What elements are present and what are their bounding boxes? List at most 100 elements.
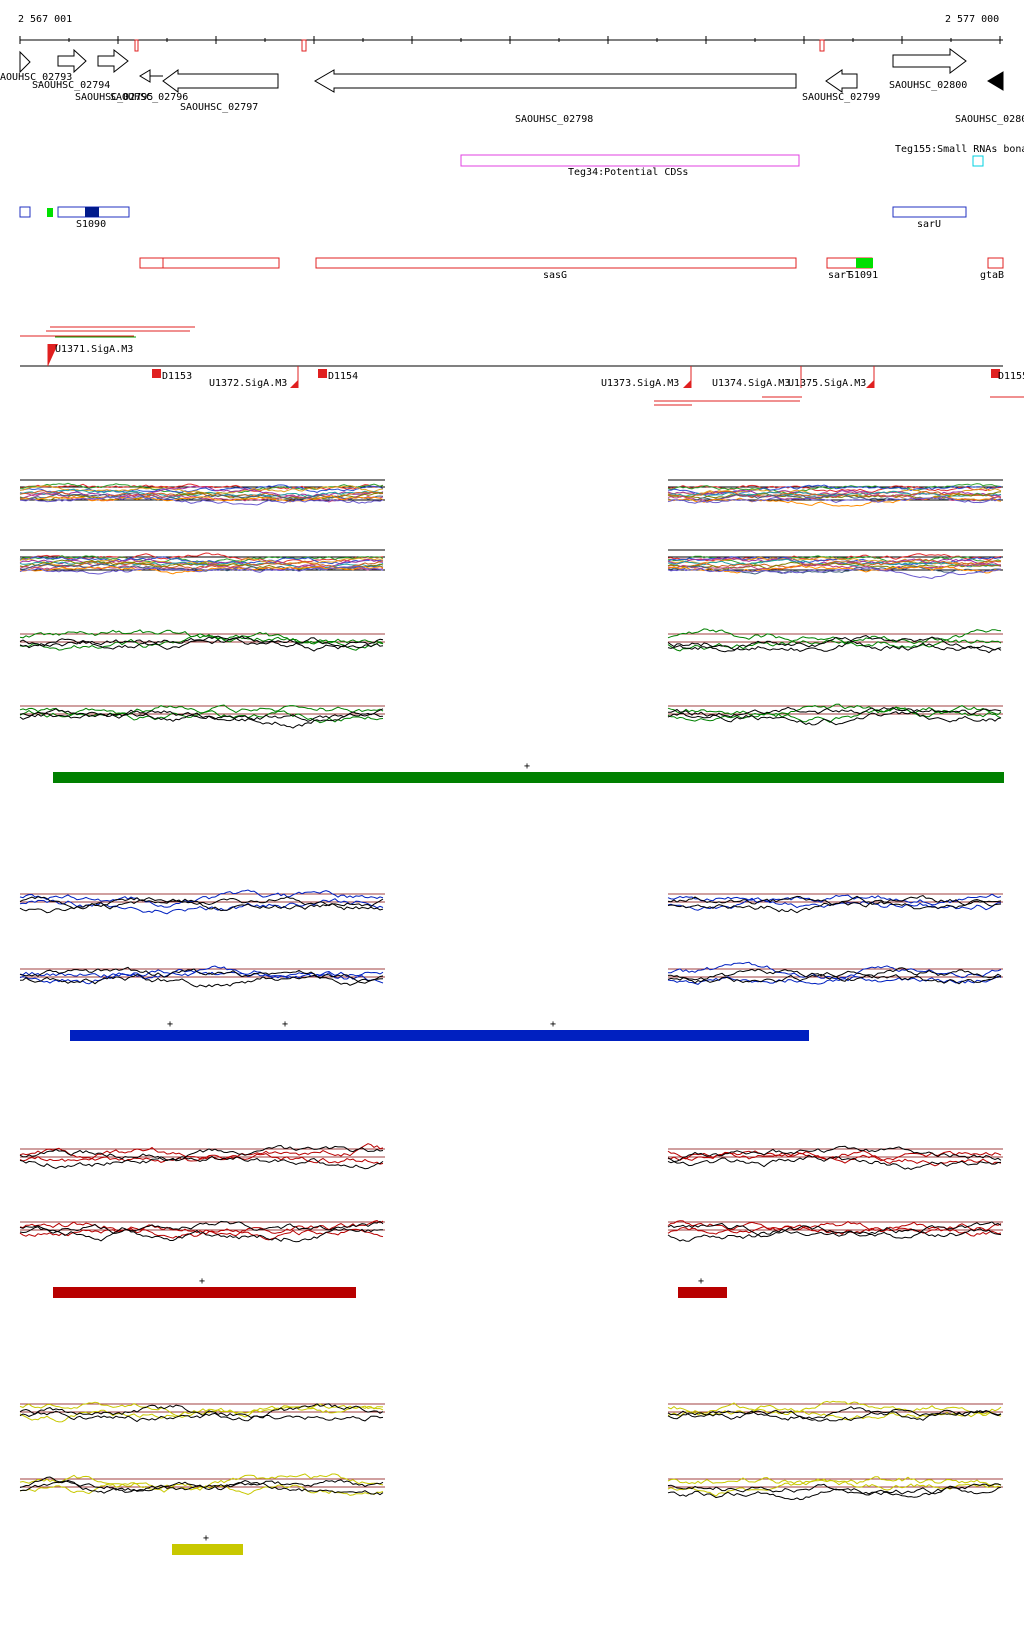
overview-trace [19, 495, 384, 506]
reference-trace [667, 711, 1002, 726]
d1154-label: D1154 [328, 371, 358, 382]
condition-trace [667, 1400, 1002, 1415]
overview-trace [19, 488, 384, 499]
gene-arrow-02798[interactable] [314, 69, 797, 93]
blue-condition-marker: + [282, 1019, 288, 1030]
gene-label: SAOUHSC_02795 [75, 92, 153, 103]
reference-trace [667, 970, 1002, 985]
d1155-label: D1155 [998, 371, 1024, 382]
condition-trace [19, 631, 384, 651]
blue-condition-bar[interactable] [70, 1030, 809, 1041]
segment-track: U1371.SigA.M3 D1153 D1154 D1155 U1372.Si… [20, 326, 1024, 406]
overview-trace [19, 485, 384, 498]
condition-trace [19, 1473, 384, 1491]
d1155-segment[interactable] [991, 369, 1000, 378]
green-feature-box[interactable] [47, 208, 53, 217]
reference-trace [19, 1410, 384, 1423]
expression-plots [19, 479, 1003, 1501]
reference-trace [667, 1145, 1002, 1163]
condition-trace [19, 898, 384, 915]
reference-trace [667, 640, 1002, 654]
reference-trace [667, 1406, 1002, 1421]
gene-arrow-02800[interactable] [892, 48, 967, 74]
reference-trace [19, 708, 384, 722]
condition-trace [19, 889, 384, 908]
yellow-condition-marker: + [203, 1533, 209, 1544]
gene-arrow-0280x[interactable] [987, 71, 1004, 91]
red-condition-bar-2[interactable] [678, 1287, 727, 1298]
d1154-segment[interactable] [318, 369, 327, 378]
reference-trace [667, 1409, 1002, 1422]
reference-trace [19, 896, 384, 910]
sasg-feature[interactable] [315, 257, 797, 269]
reference-trace [667, 1483, 1002, 1501]
overview-trace [19, 492, 384, 501]
gene-label: SAOUHSC_02800 [889, 80, 967, 91]
gene-arrow-02799[interactable] [825, 69, 858, 93]
condition-trace [19, 1219, 384, 1237]
red-condition-bar[interactable] [53, 1287, 356, 1298]
s1090-label: S1090 [76, 219, 106, 230]
overview-trace [19, 560, 384, 570]
reference-trace [667, 967, 1002, 982]
condition-trace [667, 1151, 1002, 1167]
saru-label: sarU [917, 219, 941, 230]
d1153-segment[interactable] [152, 369, 161, 378]
red-annotation-track [139, 257, 1004, 269]
overview-trace [667, 495, 1002, 507]
condition-trace [19, 629, 384, 645]
condition-trace [19, 1143, 384, 1161]
green-condition-bar[interactable] [53, 772, 1004, 783]
gene-labels: SAOUHSC_02793 SAOUHSC_02794 SAOUHSC_0279… [0, 72, 1024, 125]
s1090-core [85, 207, 99, 217]
gene-arrow-02796[interactable] [139, 69, 163, 83]
gene-arrow-02794[interactable] [57, 48, 87, 74]
reference-trace [19, 1144, 384, 1162]
ruler-marker [819, 39, 825, 52]
reference-trace [19, 1226, 383, 1243]
condition-trace [667, 628, 1002, 645]
reference-trace [667, 1221, 1002, 1237]
d1153-label: D1153 [162, 371, 192, 382]
blue-feature-box[interactable] [19, 206, 31, 218]
yellow-condition-bar[interactable] [172, 1544, 243, 1555]
condition-trace [19, 1153, 384, 1165]
teg34-feature[interactable] [460, 154, 800, 167]
gtab-label: gtaB [980, 270, 1004, 281]
overview-trace [667, 493, 1002, 502]
reference-trace [19, 1155, 384, 1170]
condition-trace [667, 706, 1002, 724]
gene-arrow-02793[interactable] [19, 50, 31, 74]
gene-track [19, 48, 1004, 93]
ruler-marker [301, 39, 307, 52]
saru-feature[interactable] [892, 206, 967, 218]
coord-left-label: 2 567 001 [18, 14, 72, 25]
gtab-feature[interactable] [987, 257, 1004, 269]
gene-label: SAOUHSC_02794 [32, 80, 110, 91]
red-feature[interactable] [139, 257, 164, 269]
s1091-feature[interactable] [856, 258, 873, 268]
u1375-label: U1375.SigA.M3 [788, 378, 866, 389]
u1373-label: U1373.SigA.M3 [601, 378, 679, 389]
teg155-feature[interactable] [972, 155, 984, 167]
condition-trace [667, 975, 1002, 985]
gene-arrow-02796b[interactable] [162, 69, 279, 93]
red-condition-marker: + [698, 1276, 704, 1287]
coord-right-label: 2 577 000 [945, 14, 999, 25]
condition-trace [667, 893, 1002, 906]
blue-annotation-track: S1090 sarU [19, 206, 967, 230]
overview-trace [667, 558, 1001, 568]
reference-trace [667, 895, 1002, 914]
sasg-label: sasG [543, 270, 567, 281]
gene-label: SAOUHSC_02793 [0, 72, 72, 83]
reference-trace [667, 1483, 1002, 1498]
green-condition-marker: + [524, 761, 530, 772]
overview-trace [19, 491, 384, 501]
reference-trace [667, 1155, 1002, 1170]
gene-arrow-02795[interactable] [97, 48, 129, 74]
condition-trace [667, 1476, 1002, 1487]
reference-trace [19, 973, 384, 988]
red-feature[interactable] [162, 257, 280, 269]
reference-trace [19, 637, 384, 652]
